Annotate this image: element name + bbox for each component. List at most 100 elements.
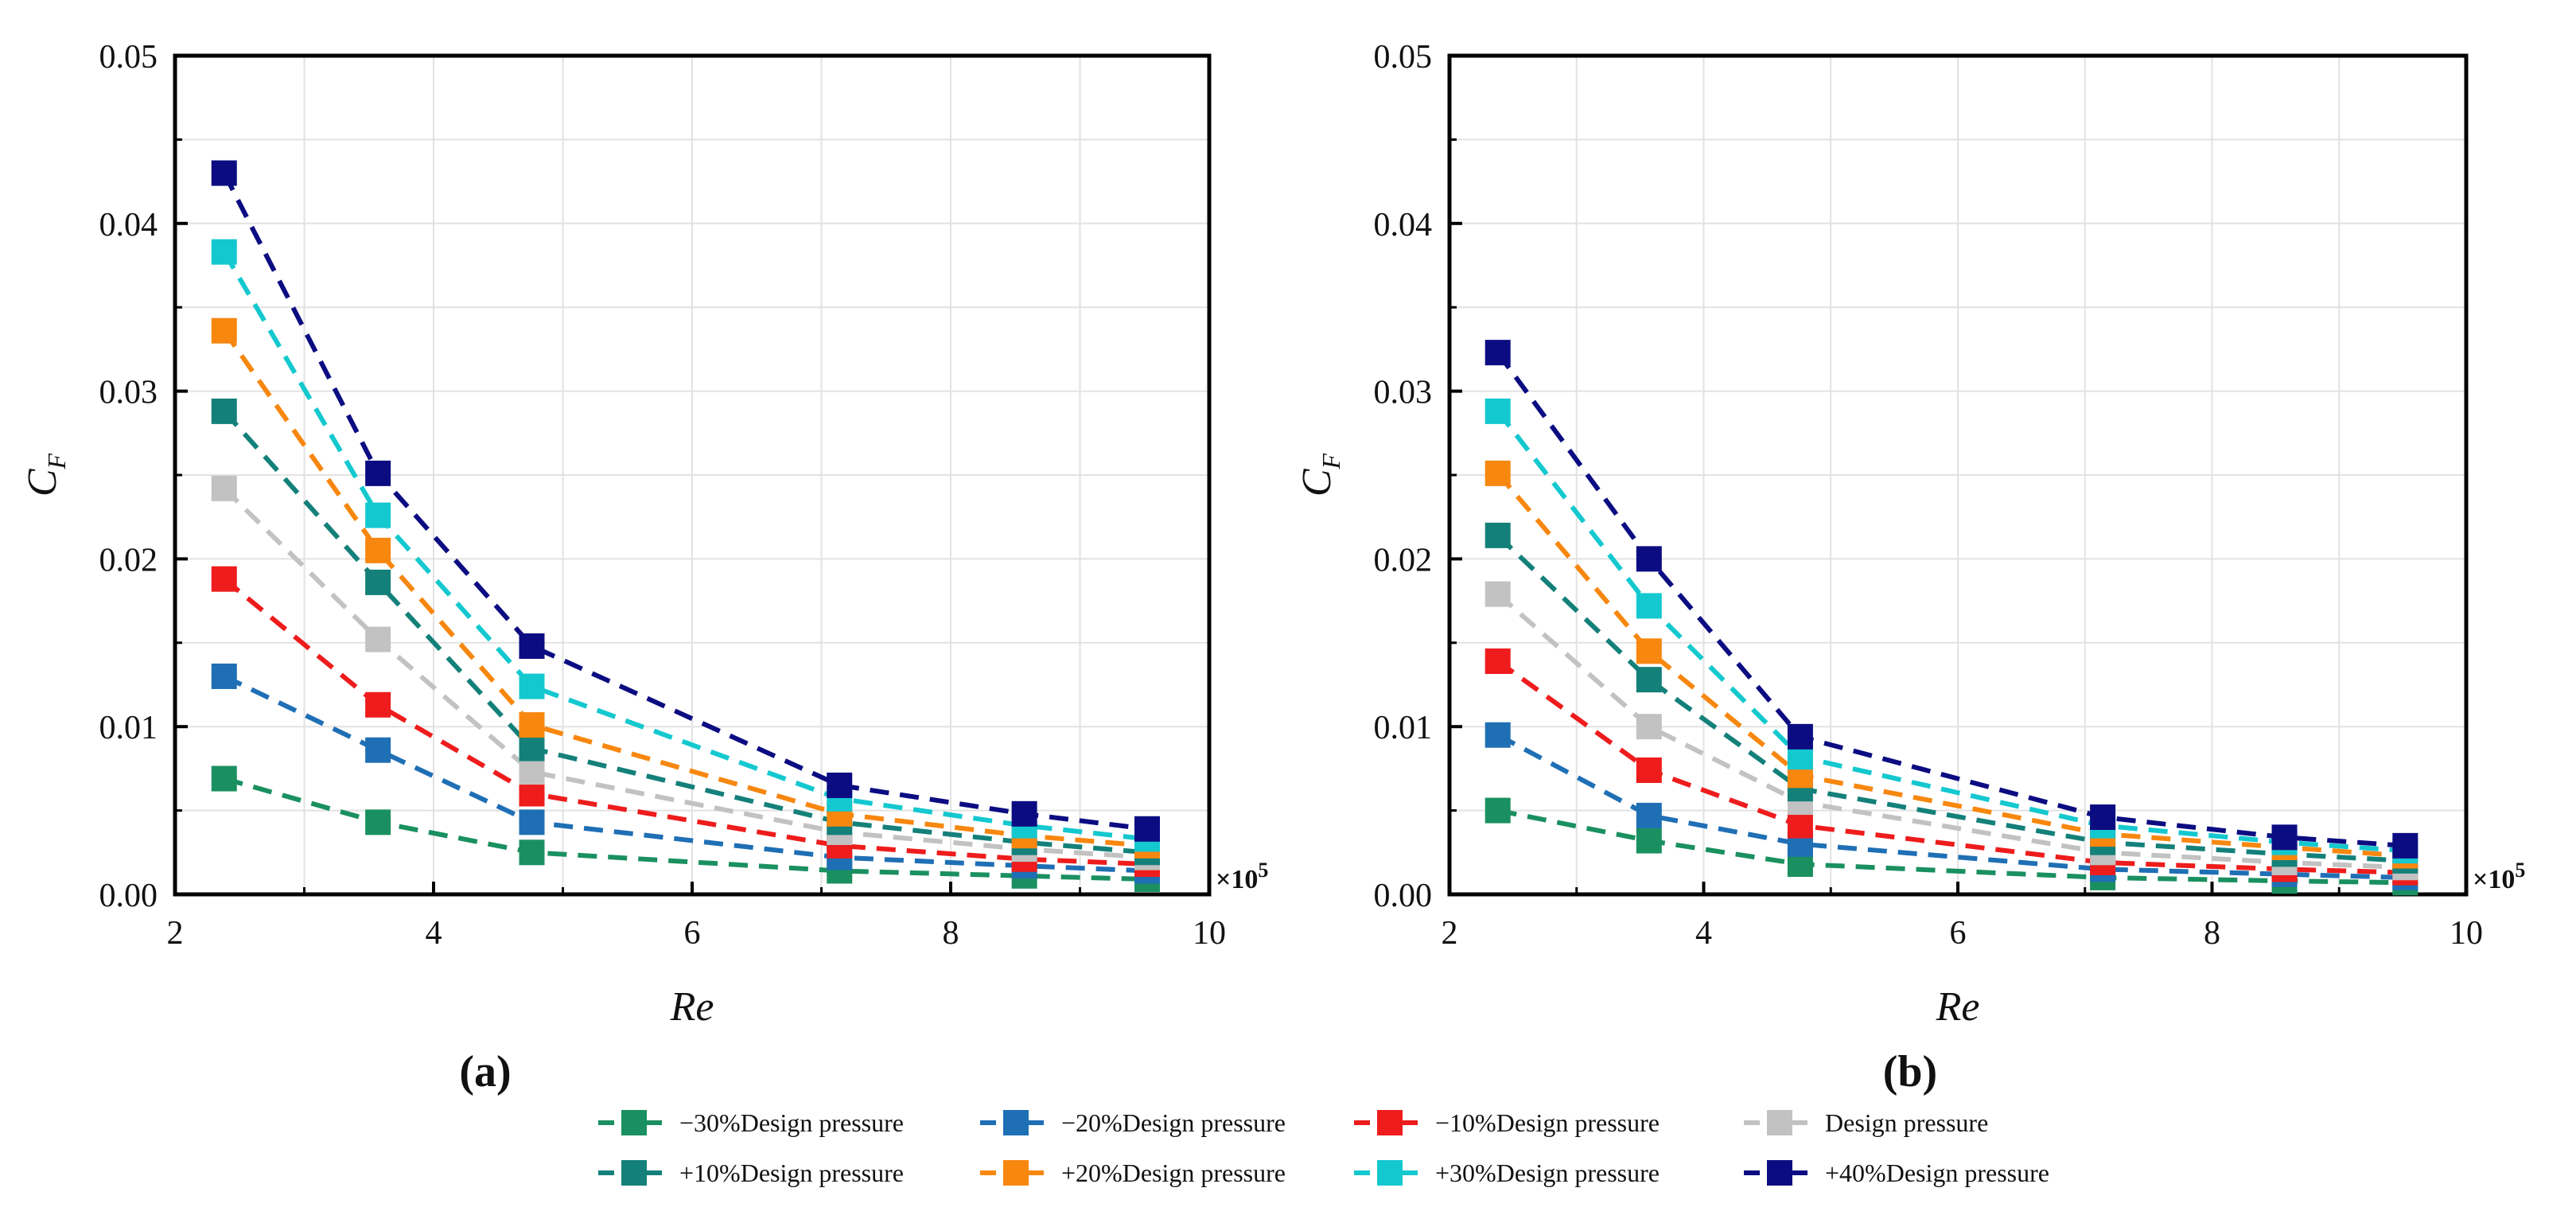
legend-marker [1003,1160,1029,1186]
series-line [1496,351,2406,848]
y-tick-label: 0.00 [99,878,158,914]
legend-label: +40%Design pressure [1825,1159,2049,1187]
legend-marker [1377,1110,1403,1135]
series-7 [1485,340,2418,859]
legend-label: Design pressure [1825,1108,1988,1137]
data-point [519,735,545,761]
data-point [1485,581,1511,607]
legend-marker [621,1160,647,1186]
data-point [519,781,545,807]
data-point [519,809,545,835]
data-point [211,160,237,186]
legend-item: −20%Design pressure [980,1108,1286,1137]
y-tick-label: 0.04 [1374,207,1433,243]
data-point [365,737,391,763]
data-point [2090,804,2116,831]
y-tick-label: 0.03 [99,375,158,411]
data-point [1485,797,1511,824]
y-axis-title: CF [1294,453,1345,497]
y-tick-label: 0.03 [1374,375,1433,411]
series-line [1496,592,2406,870]
legend-marker [1767,1160,1792,1186]
data-point [2392,832,2418,859]
data-point [211,398,237,424]
axis-ticks: 2 4 6 8 10 0.00 0.01 0.02 0.03 0.04 0.05 [99,39,1227,952]
series-5 [1485,460,2418,869]
legend-marker [1377,1160,1403,1186]
series-6 [211,239,1160,852]
data-point [1485,460,1511,486]
legend-label: −30%Design pressure [679,1108,904,1137]
series-line [222,251,1148,842]
series-line [1497,808,2406,886]
series-line [222,409,1148,855]
y-tick-label: 0.05 [99,39,158,76]
series-line [1496,533,2406,863]
legend-label: −20%Design pressure [1061,1108,1286,1137]
legend-label: +10%Design pressure [679,1159,904,1187]
legend-item: Design pressure [1744,1108,1988,1137]
panel-label: (a) [459,1047,511,1096]
axis-ticks: 2 4 6 8 10 0.00 0.01 0.02 0.03 0.04 0.05 [1374,39,2484,952]
data-point [365,691,391,718]
data-point [1011,800,1037,827]
y-tick-label: 0.01 [1374,710,1433,746]
legend-label: −10%Design pressure [1435,1108,1660,1137]
series-line [1496,471,2406,859]
data-point [211,566,237,592]
legend-item: −10%Design pressure [1354,1108,1660,1137]
x-multiplier-label: ×105 [1216,859,1268,894]
y-tick-label: 0.04 [99,207,158,243]
data-point [1485,722,1511,748]
data-point [2271,824,2298,851]
data-point [1636,638,1662,664]
data-point [519,712,545,738]
y-axis-title: CF [20,453,71,497]
series-line [1496,410,2406,854]
data-point [365,537,391,563]
y-tick-label: 0.01 [99,710,158,746]
grid-lines [1449,56,2466,894]
series-4 [1485,522,2418,874]
data-point [365,809,391,835]
data-point [365,502,391,528]
data-point [211,317,237,344]
series-line [223,776,1148,882]
series-4 [211,398,1160,866]
data-point [1636,828,1662,854]
data-point [1485,648,1511,674]
legend-item: +40%Design pressure [1744,1159,2049,1187]
data-point [1787,812,1813,839]
series-line [1496,733,2406,880]
legend-label: +30%Design pressure [1435,1159,1660,1187]
x-axis-title: Re [1936,984,1980,1030]
data-point [1636,757,1662,784]
data-point [519,633,545,660]
data-point [1636,667,1662,693]
x-tick-label: 10 [2450,915,2483,952]
data-point [211,765,237,792]
x-multiplier-label: ×105 [2473,859,2525,894]
series-line [1496,659,2406,875]
data-point [1636,593,1662,619]
x-tick-label: 4 [426,915,442,952]
y-tick-label: 0.00 [1374,878,1433,914]
data-point [1485,522,1511,548]
x-tick-label: 8 [943,915,959,952]
x-tick-label: 4 [1695,915,1712,952]
grid-lines [175,56,1209,894]
data-point [211,239,237,265]
data-point [1787,723,1813,750]
panel-a-chart: 2 4 6 8 10 0.00 0.01 0.02 0.03 0.04 0.05 ×105 Re CF (a… [20,39,1268,1096]
legend-item: +20%Design pressure [980,1159,1286,1187]
data-point [519,673,545,699]
legend-item: +30%Design pressure [1354,1159,1660,1187]
x-tick-label: 2 [1442,915,1458,952]
series-line [222,172,1148,831]
legend-item: −30%Design pressure [598,1108,904,1137]
legend-marker [1767,1110,1792,1135]
x-tick-label: 2 [167,915,184,952]
legend-marker [621,1110,647,1135]
data-point [365,626,391,652]
